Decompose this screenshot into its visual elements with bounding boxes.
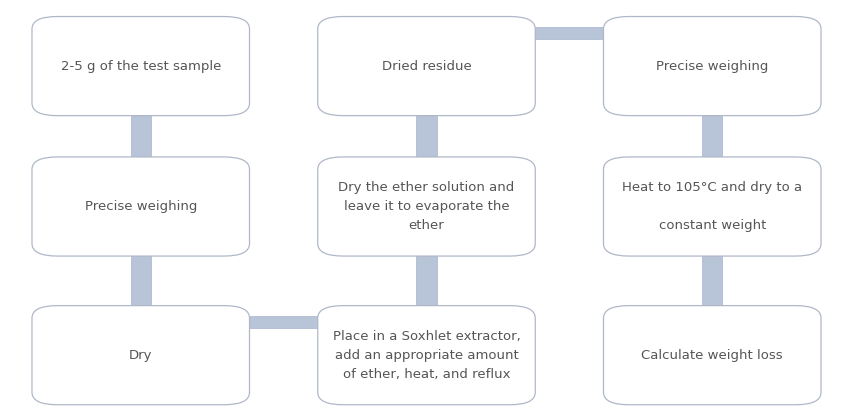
Text: Dry: Dry	[129, 349, 153, 362]
FancyBboxPatch shape	[317, 157, 535, 256]
FancyBboxPatch shape	[416, 116, 436, 157]
FancyBboxPatch shape	[32, 306, 249, 405]
FancyBboxPatch shape	[603, 306, 820, 405]
FancyBboxPatch shape	[32, 17, 249, 116]
Text: Precise weighing: Precise weighing	[655, 59, 768, 73]
Text: Precise weighing: Precise weighing	[84, 200, 197, 213]
Text: Dried residue: Dried residue	[381, 59, 471, 73]
FancyBboxPatch shape	[603, 17, 820, 116]
FancyBboxPatch shape	[416, 256, 436, 306]
Text: Calculate weight loss: Calculate weight loss	[641, 349, 782, 362]
Text: Dry the ether solution and
leave it to evaporate the
ether: Dry the ether solution and leave it to e…	[338, 181, 514, 232]
Text: Place in a Soxhlet extractor,
add an appropriate amount
of ether, heat, and refl: Place in a Soxhlet extractor, add an app…	[332, 330, 520, 381]
FancyBboxPatch shape	[603, 157, 820, 256]
FancyBboxPatch shape	[130, 116, 151, 157]
FancyBboxPatch shape	[130, 256, 151, 306]
FancyBboxPatch shape	[535, 27, 603, 39]
FancyBboxPatch shape	[317, 17, 535, 116]
FancyBboxPatch shape	[317, 306, 535, 405]
FancyBboxPatch shape	[32, 157, 249, 256]
FancyBboxPatch shape	[701, 256, 722, 306]
Text: 2-5 g of the test sample: 2-5 g of the test sample	[60, 59, 221, 73]
Text: Heat to 105°C and dry to a

constant weight: Heat to 105°C and dry to a constant weig…	[621, 181, 802, 232]
FancyBboxPatch shape	[701, 116, 722, 157]
FancyBboxPatch shape	[249, 316, 317, 328]
